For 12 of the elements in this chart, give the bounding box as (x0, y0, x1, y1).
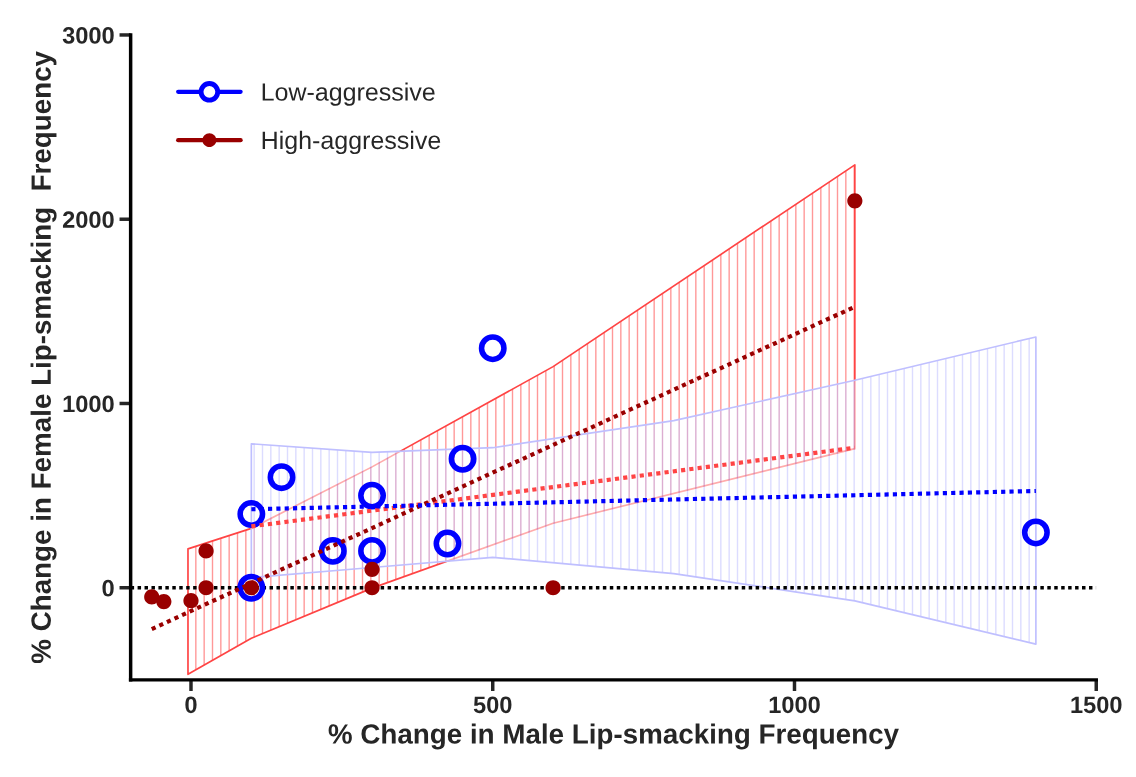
x-tick-label: 1000 (769, 696, 820, 714)
legend-label: Low-aggressive (262, 82, 435, 106)
x-tick-label: 1500 (1071, 696, 1122, 714)
x-tick-label: 500 (473, 696, 512, 714)
legend-label: High-aggressive (262, 130, 441, 155)
x-tick-label: 0 (185, 696, 197, 714)
x-axis-title: % Change in Male Lip-smacking Frequency (328, 723, 899, 750)
y-tick-label: 0 (102, 579, 114, 597)
y-tick-label: 2000 (62, 211, 114, 229)
y-axis-title: % Change in Female Lip-smacking Frequency (30, 51, 57, 664)
y-tick-label: 1000 (63, 395, 114, 413)
y-tick-label: 3000 (62, 27, 114, 44)
